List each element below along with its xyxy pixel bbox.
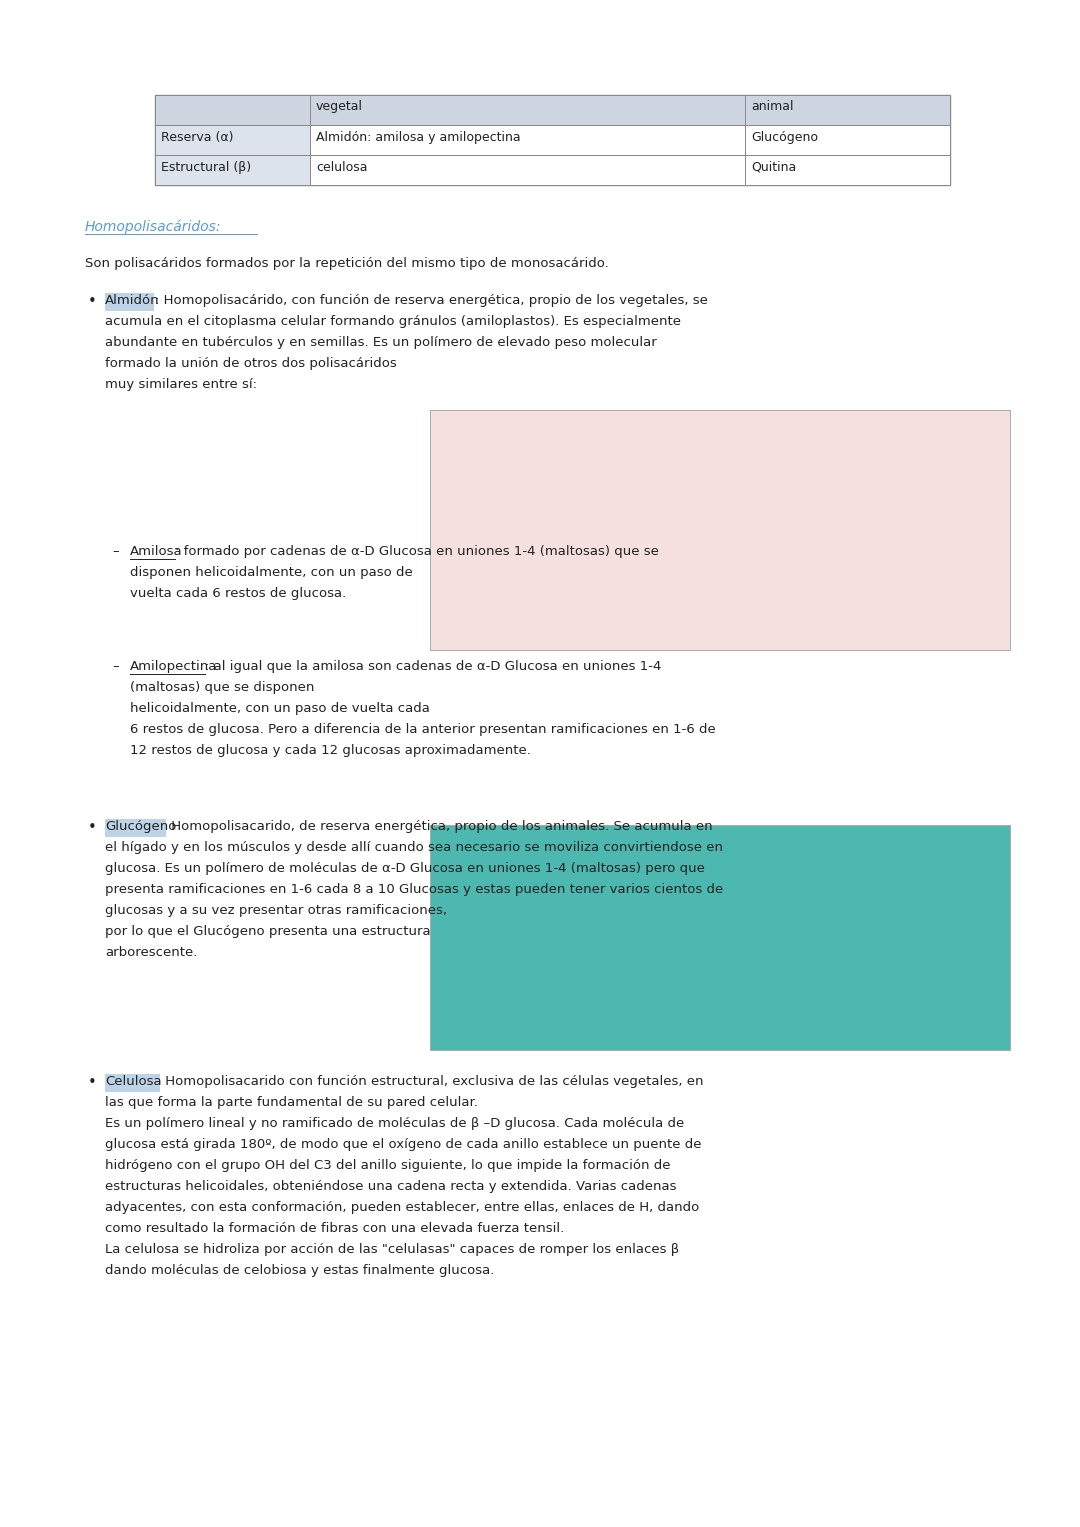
Text: abundante en tubérculos y en semillas. Es un polímero de elevado peso molecular: abundante en tubérculos y en semillas. E… [105, 336, 657, 350]
Text: Homopolisacarido con función estructural, exclusiva de las células vegetales, en: Homopolisacarido con función estructural… [161, 1075, 703, 1089]
Text: •: • [87, 295, 97, 308]
Text: La celulosa se hidroliza por acción de las "celulasas" capaces de romper los enl: La celulosa se hidroliza por acción de l… [105, 1243, 679, 1257]
Text: 12 restos de glucosa y cada 12 glucosas aproximadamente.: 12 restos de glucosa y cada 12 glucosas … [130, 744, 531, 757]
Text: las que forma la parte fundamental de su pared celular.: las que forma la parte fundamental de su… [105, 1096, 477, 1109]
Text: Estructural (β): Estructural (β) [161, 160, 252, 174]
Text: Amilosa: Amilosa [130, 545, 183, 557]
Bar [105, 818, 166, 837]
Text: : al igual que la amilosa son cadenas de α-D Glucosa en uniones 1-4: : al igual que la amilosa son cadenas de… [205, 660, 661, 673]
Text: Quitina: Quitina [751, 160, 796, 174]
Text: vuelta cada 6 restos de glucosa.: vuelta cada 6 restos de glucosa. [130, 586, 347, 600]
Text: formado la unión de otros dos polisacáridos: formado la unión de otros dos polisacári… [105, 357, 396, 370]
Text: glucosas y a su vez presentar otras ramificaciones,: glucosas y a su vez presentar otras rami… [105, 904, 447, 918]
Text: : Homopolisacárido, con función de reserva energética, propio de los vegetales, : : Homopolisacárido, con función de reser… [156, 295, 707, 307]
Bar [156, 95, 310, 125]
Text: –: – [112, 545, 119, 557]
Bar [156, 95, 950, 185]
Text: Homopolisacarido, de reserva energética, propio de los animales. Se acumula en: Homopolisacarido, de reserva energética,… [167, 820, 713, 834]
Text: Homopolisacáridos:: Homopolisacáridos: [85, 220, 221, 235]
Text: adyacentes, con esta conformación, pueden establecer, entre ellas, enlaces de H,: adyacentes, con esta conformación, puede… [105, 1202, 699, 1214]
Text: presenta ramificaciones en 1-6 cada 8 a 10 Glucosas y estas pueden tener varios : presenta ramificaciones en 1-6 cada 8 a … [105, 883, 724, 896]
Text: •: • [87, 1075, 97, 1090]
Bar [156, 156, 310, 185]
Text: animal: animal [751, 99, 794, 113]
Text: el hígado y en los músculos y desde allí cuando sea necesario se moviliza convir: el hígado y en los músculos y desde allí… [105, 841, 723, 854]
Text: glucosa. Es un polímero de moléculas de α-D Glucosa en uniones 1-4 (maltosas) pe: glucosa. Es un polímero de moléculas de … [105, 863, 705, 875]
Text: acumula en el citoplasma celular formando gránulos (amiloplastos). Es especialme: acumula en el citoplasma celular formand… [105, 315, 681, 328]
Text: Reserva (α): Reserva (α) [161, 131, 233, 144]
Text: dando moléculas de celobiosa y estas finalmente glucosa.: dando moléculas de celobiosa y estas fin… [105, 1264, 495, 1277]
Bar [310, 156, 745, 185]
Text: Almidón: Almidón [105, 295, 160, 307]
Bar [310, 125, 745, 156]
Text: 6 restos de glucosa. Pero a diferencia de la anterior presentan ramificaciones e: 6 restos de glucosa. Pero a diferencia d… [130, 722, 716, 736]
Bar [430, 825, 1010, 1051]
Text: arborescente.: arborescente. [105, 947, 198, 959]
Text: disponen helicoidalmente, con un paso de: disponen helicoidalmente, con un paso de [130, 567, 413, 579]
Text: celulosa: celulosa [316, 160, 367, 174]
Text: estructuras helicoidales, obteniéndose una cadena recta y extendida. Varias cade: estructuras helicoidales, obteniéndose u… [105, 1180, 676, 1193]
Bar [105, 1073, 160, 1092]
Text: como resultado la formación de fibras con una elevada fuerza tensil.: como resultado la formación de fibras co… [105, 1222, 564, 1235]
Text: vegetal: vegetal [316, 99, 363, 113]
Text: por lo que el Glucógeno presenta una estructura: por lo que el Glucógeno presenta una est… [105, 925, 431, 938]
Text: Glucógeno: Glucógeno [105, 820, 176, 834]
Text: (maltosas) que se disponen: (maltosas) que se disponen [130, 681, 314, 693]
Text: Son polisacáridos formados por la repetición del mismo tipo de monosacárido.: Son polisacáridos formados por la repeti… [85, 257, 609, 270]
Bar [745, 125, 950, 156]
Text: •: • [87, 820, 97, 835]
Bar [745, 156, 950, 185]
Text: Es un polímero lineal y no ramificado de moléculas de β –D glucosa. Cada molécul: Es un polímero lineal y no ramificado de… [105, 1116, 685, 1130]
Bar [310, 95, 745, 125]
Text: muy similares entre sí:: muy similares entre sí: [105, 379, 257, 391]
Text: Glucógeno: Glucógeno [751, 131, 818, 144]
Text: Amilopectina: Amilopectina [130, 660, 217, 673]
Text: –: – [112, 660, 119, 673]
Text: glucosa está girada 180º, de modo que el oxígeno de cada anillo establece un pue: glucosa está girada 180º, de modo que el… [105, 1138, 702, 1151]
Text: : formado por cadenas de α-D Glucosa en uniones 1-4 (maltosas) que se: : formado por cadenas de α-D Glucosa en … [175, 545, 659, 557]
Text: helicoidalmente, con un paso de vuelta cada: helicoidalmente, con un paso de vuelta c… [130, 702, 430, 715]
Text: hidrógeno con el grupo OH del C3 del anillo siguiente, lo que impide la formació: hidrógeno con el grupo OH del C3 del ani… [105, 1159, 671, 1173]
Text: Almidón: amilosa y amilopectina: Almidón: amilosa y amilopectina [316, 131, 521, 144]
Bar [430, 411, 1010, 651]
Bar [105, 293, 154, 312]
Bar [745, 95, 950, 125]
Bar [156, 125, 310, 156]
Text: Celulosa: Celulosa [105, 1075, 162, 1089]
